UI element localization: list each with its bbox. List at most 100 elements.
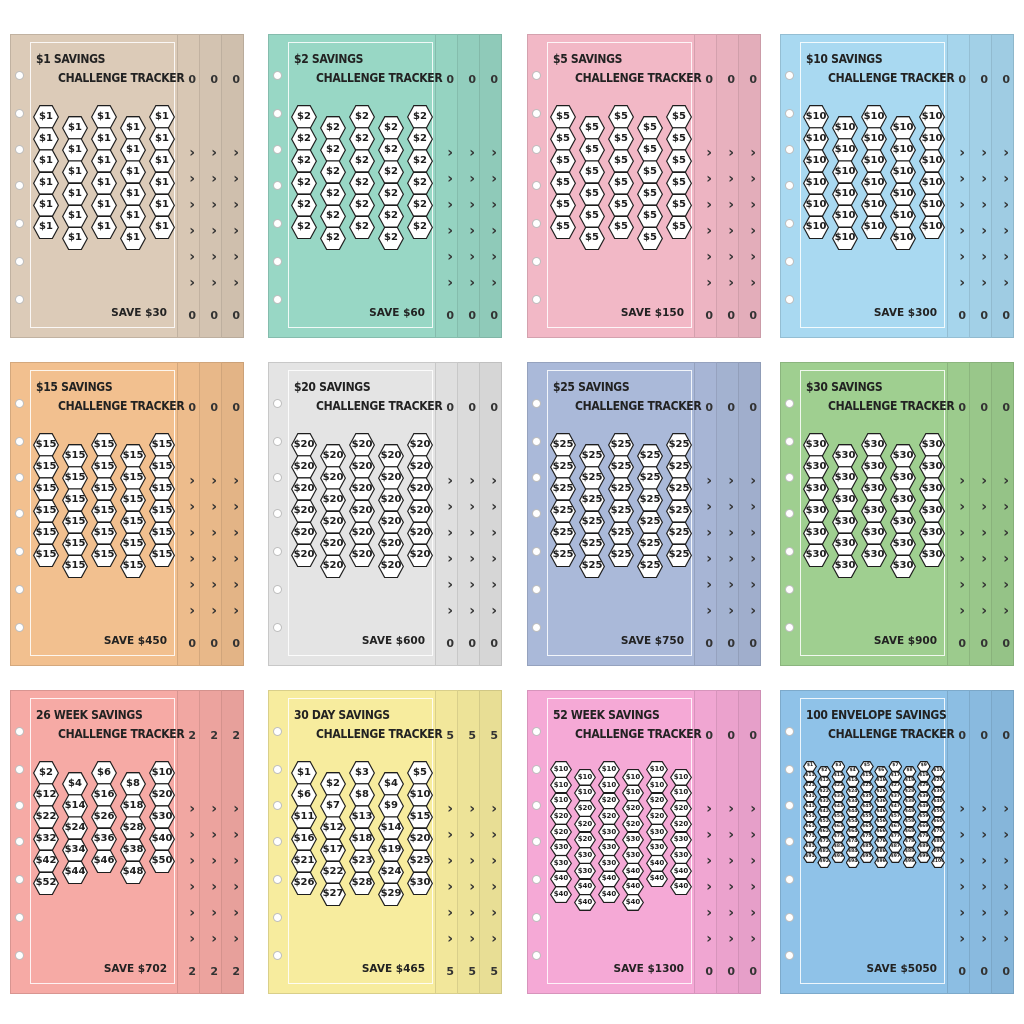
savings-hexagon[interactable]: $20 <box>378 532 404 557</box>
savings-hexagon[interactable]: $20 <box>320 466 346 491</box>
savings-hexagon[interactable]: $51 <box>803 811 817 823</box>
savings-hexagon[interactable]: $25 <box>637 488 663 513</box>
savings-hexagon[interactable]: $20 <box>598 792 620 810</box>
savings-hexagon[interactable]: $15 <box>91 455 117 480</box>
savings-hexagon[interactable]: $52 <box>817 816 832 828</box>
savings-hexagon[interactable]: $1 <box>149 149 175 174</box>
savings-hexagon[interactable]: $57 <box>888 811 903 823</box>
savings-hexagon[interactable]: $22 <box>320 860 346 885</box>
savings-hexagon[interactable]: $10 <box>574 784 596 802</box>
savings-hexagon[interactable]: $4 <box>378 772 404 797</box>
savings-hexagon[interactable]: $1 <box>62 226 88 251</box>
savings-hexagon[interactable]: $5 <box>579 138 605 163</box>
savings-hexagon[interactable]: $10 <box>803 193 829 218</box>
savings-hexagon[interactable]: $15 <box>149 477 175 502</box>
savings-hexagon[interactable]: $25 <box>608 477 634 502</box>
savings-hexagon[interactable]: $10 <box>149 761 175 785</box>
savings-hexagon[interactable]: $10 <box>550 761 572 778</box>
savings-hexagon[interactable]: $5 <box>579 116 605 141</box>
savings-hexagon[interactable]: $95 <box>859 852 874 864</box>
savings-hexagon[interactable]: $23 <box>349 849 375 874</box>
savings-hexagon[interactable]: $35 <box>859 791 874 803</box>
savings-hexagon[interactable]: $30 <box>919 543 945 568</box>
savings-hexagon[interactable]: $48 <box>902 806 917 818</box>
savings-hexagon[interactable]: $90 <box>931 847 945 859</box>
savings-hexagon[interactable]: $2 <box>291 215 317 240</box>
savings-hexagon[interactable]: $12 <box>817 776 832 788</box>
savings-hexagon[interactable]: $5 <box>666 127 692 152</box>
savings-hexagon[interactable]: $10 <box>670 784 692 802</box>
savings-hexagon[interactable]: $2 <box>320 226 346 251</box>
savings-hexagon[interactable]: $10 <box>890 138 916 163</box>
savings-hexagon[interactable]: $5 <box>859 761 874 772</box>
savings-hexagon[interactable]: $20 <box>550 807 572 825</box>
savings-hexagon[interactable]: $2 <box>320 138 346 163</box>
savings-hexagon[interactable]: $2 <box>291 127 317 152</box>
savings-hexagon[interactable]: $15 <box>120 532 146 557</box>
savings-hexagon[interactable]: $20 <box>574 800 596 818</box>
savings-hexagon[interactable]: $56 <box>874 816 889 828</box>
savings-hexagon[interactable]: $72 <box>817 836 832 848</box>
savings-hexagon[interactable]: $29 <box>378 882 404 907</box>
savings-hexagon[interactable]: $30 <box>861 455 887 480</box>
savings-hexagon[interactable]: $10 <box>919 215 945 240</box>
savings-hexagon[interactable]: $25 <box>637 444 663 469</box>
savings-hexagon[interactable]: $30 <box>861 543 887 568</box>
savings-hexagon[interactable]: $25 <box>550 499 576 524</box>
savings-hexagon[interactable]: $47 <box>888 801 903 813</box>
savings-hexagon[interactable]: $20 <box>378 444 404 469</box>
savings-hexagon[interactable]: $5 <box>550 149 576 174</box>
savings-hexagon[interactable]: $2 <box>407 105 433 129</box>
savings-hexagon[interactable]: $8 <box>902 766 917 778</box>
savings-hexagon[interactable]: $1 <box>120 226 146 251</box>
savings-hexagon[interactable]: $1 <box>91 193 117 218</box>
savings-hexagon[interactable]: $15 <box>33 455 59 480</box>
savings-hexagon[interactable]: $25 <box>579 510 605 535</box>
savings-hexagon[interactable]: $36 <box>874 796 889 808</box>
savings-hexagon[interactable]: $30 <box>832 466 858 491</box>
savings-hexagon[interactable]: $74 <box>845 836 860 848</box>
savings-hexagon[interactable]: $15 <box>120 444 146 469</box>
savings-hexagon[interactable]: $20 <box>670 800 692 818</box>
savings-hexagon[interactable]: $1 <box>149 127 175 152</box>
savings-hexagon[interactable]: $20 <box>291 499 317 524</box>
savings-hexagon[interactable]: $5 <box>579 182 605 207</box>
savings-hexagon[interactable]: $15 <box>120 510 146 535</box>
savings-hexagon[interactable]: $14 <box>378 816 404 841</box>
savings-hexagon[interactable]: $29 <box>916 781 931 793</box>
savings-hexagon[interactable]: $40 <box>574 893 596 911</box>
savings-hexagon[interactable]: $8 <box>349 783 375 808</box>
savings-hexagon[interactable]: $41 <box>803 801 817 813</box>
savings-hexagon[interactable]: $91 <box>803 852 817 864</box>
savings-hexagon[interactable]: $1 <box>291 761 317 785</box>
savings-hexagon[interactable]: $2 <box>407 171 433 196</box>
savings-hexagon[interactable]: $20 <box>149 783 175 808</box>
savings-hexagon[interactable]: $6 <box>291 783 317 808</box>
savings-hexagon[interactable]: $15 <box>33 477 59 502</box>
savings-hexagon[interactable]: $30 <box>919 477 945 502</box>
savings-hexagon[interactable]: $30 <box>931 786 945 798</box>
savings-hexagon[interactable]: $79 <box>916 831 931 843</box>
savings-hexagon[interactable]: $5 <box>579 204 605 229</box>
savings-hexagon[interactable]: $26 <box>91 805 117 830</box>
savings-hexagon[interactable]: $10 <box>919 193 945 218</box>
savings-hexagon[interactable]: $5 <box>666 149 692 174</box>
savings-hexagon[interactable]: $10 <box>622 768 644 786</box>
savings-hexagon[interactable]: $10 <box>861 127 887 152</box>
savings-hexagon[interactable]: $2 <box>349 193 375 218</box>
savings-hexagon[interactable]: $46 <box>91 849 117 874</box>
savings-hexagon[interactable]: $2 <box>378 160 404 185</box>
savings-hexagon[interactable]: $5 <box>407 761 433 785</box>
savings-hexagon[interactable]: $30 <box>832 532 858 557</box>
savings-hexagon[interactable]: $1 <box>91 127 117 152</box>
savings-hexagon[interactable]: $30 <box>890 510 916 535</box>
savings-hexagon[interactable]: $1 <box>120 116 146 141</box>
savings-hexagon[interactable]: $10 <box>890 204 916 229</box>
savings-hexagon[interactable]: $5 <box>637 160 663 185</box>
savings-hexagon[interactable]: $10 <box>861 193 887 218</box>
savings-hexagon[interactable]: $30 <box>646 839 668 857</box>
savings-hexagon[interactable]: $30 <box>832 554 858 579</box>
savings-hexagon[interactable]: $40 <box>598 886 620 904</box>
savings-hexagon[interactable]: $5 <box>666 171 692 196</box>
savings-hexagon[interactable]: $5 <box>550 127 576 152</box>
